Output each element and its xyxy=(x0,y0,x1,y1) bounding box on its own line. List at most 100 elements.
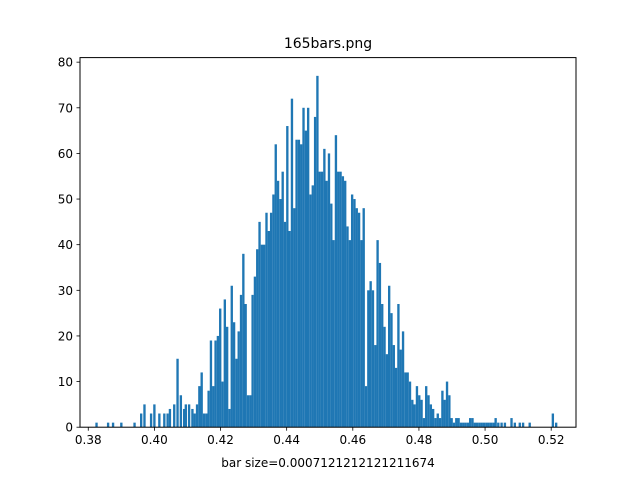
bar xyxy=(232,322,236,428)
bar xyxy=(399,349,402,428)
bar xyxy=(149,413,153,428)
bar xyxy=(554,422,558,428)
bar xyxy=(482,422,486,428)
bar xyxy=(334,135,338,428)
x-tick-label: 0.48 xyxy=(406,433,433,447)
bar xyxy=(187,404,191,428)
bar xyxy=(327,153,331,428)
bar xyxy=(304,130,308,428)
bar xyxy=(332,240,335,428)
plot-frame xyxy=(79,57,577,428)
bar xyxy=(339,171,342,428)
bar xyxy=(214,340,217,428)
bar xyxy=(153,404,156,428)
bar xyxy=(425,386,428,428)
bar xyxy=(408,381,412,428)
bar xyxy=(466,422,470,428)
bar xyxy=(163,413,166,428)
bar xyxy=(318,171,321,428)
bar xyxy=(166,413,169,428)
y-tick-label: 50 xyxy=(58,193,73,207)
bar xyxy=(267,230,270,428)
x-axis-label: bar size=0.0007121212121211674 xyxy=(221,456,435,470)
bar xyxy=(513,422,516,428)
bar xyxy=(325,180,328,428)
bar xyxy=(111,422,115,428)
bar xyxy=(485,422,488,428)
bar xyxy=(518,422,521,428)
bar xyxy=(350,194,354,428)
bar xyxy=(209,340,213,428)
x-tick-label: 0.50 xyxy=(472,433,499,447)
y-tick-label: 80 xyxy=(58,56,73,70)
bar xyxy=(362,208,365,428)
bar xyxy=(459,422,463,428)
y-tick-label: 20 xyxy=(58,329,73,343)
bar xyxy=(503,422,507,428)
bar xyxy=(457,418,460,428)
x-tick-label: 0.44 xyxy=(273,433,300,447)
bar xyxy=(355,208,358,428)
bar xyxy=(348,240,351,428)
bar xyxy=(253,276,257,428)
bar xyxy=(225,326,229,428)
y-tick-label: 0 xyxy=(65,421,73,435)
x-tick-label: 0.38 xyxy=(75,433,102,447)
bar xyxy=(200,372,203,428)
bar xyxy=(309,194,312,428)
bar xyxy=(376,240,379,428)
x-tick-label: 0.42 xyxy=(207,433,234,447)
bar xyxy=(462,422,465,428)
bar xyxy=(216,335,220,428)
bar xyxy=(330,203,333,428)
bar xyxy=(371,290,375,428)
bar xyxy=(242,253,245,428)
bar xyxy=(263,244,266,428)
bar xyxy=(228,408,231,428)
bar xyxy=(276,180,280,428)
bar xyxy=(381,304,384,428)
bar xyxy=(158,413,161,428)
bar xyxy=(489,422,493,428)
bar xyxy=(360,240,363,428)
bars-group xyxy=(95,75,558,428)
bar xyxy=(450,418,453,428)
bar xyxy=(293,208,296,428)
bar xyxy=(251,294,254,428)
bar xyxy=(297,139,301,428)
bar xyxy=(219,308,222,428)
bar xyxy=(521,422,525,428)
bar xyxy=(313,116,317,428)
bar xyxy=(274,144,277,428)
bar xyxy=(173,404,176,428)
bar xyxy=(239,294,243,428)
bar xyxy=(140,413,143,428)
bar xyxy=(443,399,446,428)
bar xyxy=(193,413,196,428)
bar xyxy=(420,399,423,428)
bar xyxy=(344,180,347,428)
bar xyxy=(378,262,382,428)
bar xyxy=(411,399,414,428)
y-tick-label: 10 xyxy=(58,375,73,389)
bar xyxy=(404,372,407,428)
bar xyxy=(221,381,224,428)
bar xyxy=(406,372,409,428)
bar xyxy=(418,395,421,428)
y-tick-label: 60 xyxy=(58,147,73,161)
bar xyxy=(427,395,430,428)
bar xyxy=(176,358,179,428)
bar xyxy=(246,395,250,428)
bar xyxy=(510,418,513,428)
bar xyxy=(497,422,500,428)
bar xyxy=(95,422,98,428)
bar xyxy=(316,75,319,428)
bar xyxy=(223,299,226,428)
bar xyxy=(283,221,287,428)
y-tick-label: 70 xyxy=(58,101,73,115)
bar xyxy=(286,126,289,428)
bar xyxy=(478,422,481,428)
bar xyxy=(441,390,444,428)
bar xyxy=(431,408,435,428)
